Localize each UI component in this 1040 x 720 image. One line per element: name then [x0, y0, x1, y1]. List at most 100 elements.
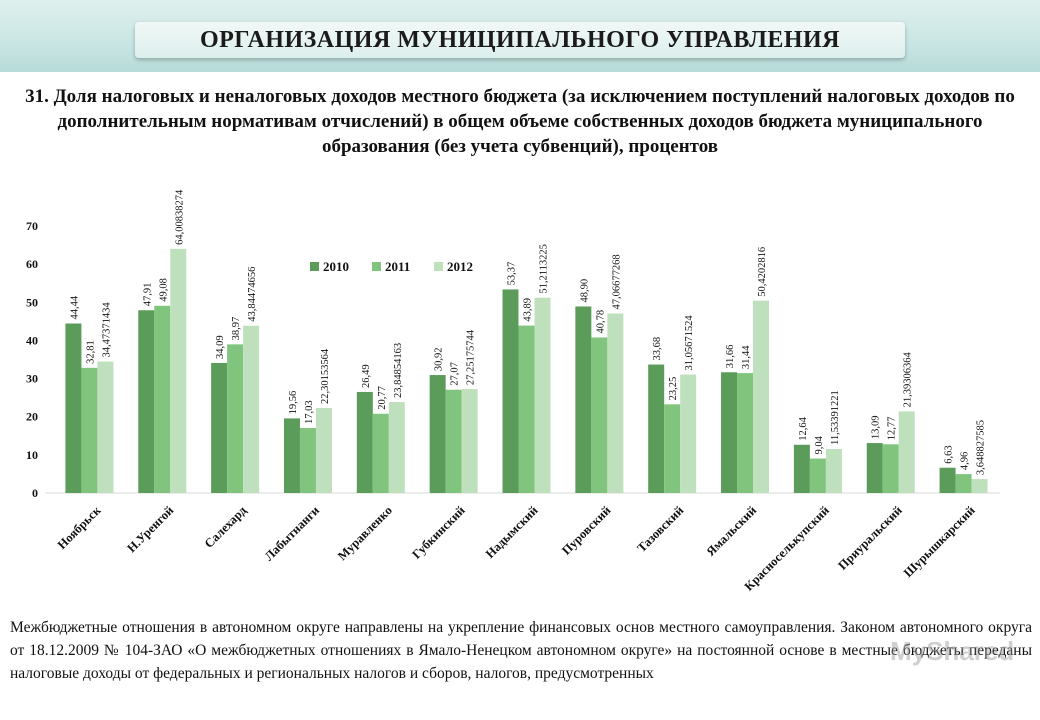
data-label: 12,64 [798, 416, 809, 440]
data-label: 20,77 [377, 386, 388, 410]
y-tick-label: 60 [26, 257, 38, 271]
data-label: 48,90 [579, 279, 590, 303]
bar-2011 [299, 428, 316, 493]
bar-2010 [939, 467, 956, 493]
category-label: Лабытнанги [262, 503, 322, 563]
legend-swatch-2011 [372, 262, 381, 271]
data-label: 44,44 [69, 295, 80, 319]
data-label: 43,84474656 [247, 267, 258, 322]
legend-label: 2011 [385, 259, 410, 274]
data-label: 17,03 [304, 400, 315, 424]
bar-2010 [575, 306, 592, 493]
category-label: Тазовский [635, 503, 687, 555]
data-label: 32,81 [85, 340, 96, 364]
bar-2011 [737, 373, 754, 493]
bar-2010 [356, 391, 373, 493]
bar-2010 [211, 362, 228, 493]
bar-2010 [283, 418, 300, 493]
data-label: 23,84854163 [393, 343, 404, 398]
bar-2011 [227, 344, 244, 493]
bar-2011 [882, 444, 899, 493]
bar-2010 [429, 375, 446, 493]
legend-label: 2010 [323, 259, 349, 274]
bar-2011 [445, 389, 462, 493]
data-label: 51,2113225 [539, 244, 550, 294]
data-label: 50,4202816 [757, 247, 768, 297]
category-label: Шурышкарский [901, 503, 978, 580]
y-tick-label: 20 [26, 410, 38, 424]
category-label: Приуральский [835, 503, 904, 572]
data-label: 38,97 [231, 317, 242, 341]
bar-2012 [825, 449, 842, 493]
data-label: 43,89 [523, 298, 534, 322]
category-label: Пуровский [559, 503, 613, 557]
data-label: 31,66 [725, 345, 736, 369]
y-tick-label: 40 [26, 333, 38, 347]
header-banner: ОРГАНИЗАЦИЯ МУНИЦИПАЛЬНОГО УПРАВЛЕНИЯ [0, 0, 1040, 72]
bar-2010 [648, 364, 665, 493]
data-label: 3,648827585 [976, 420, 987, 475]
data-label: 31,05671524 [684, 315, 695, 371]
bar-chart: 0 10 20 30 40 50 60 70 44,44 32,81 34,47371434 Нояб… [26, 189, 1000, 594]
legend-swatch-2012 [434, 262, 443, 271]
data-label: 22,30153564 [320, 348, 331, 404]
data-label: 31,44 [741, 345, 752, 369]
y-tick-label: 10 [26, 448, 38, 462]
category-label: Н.Уренгой [124, 503, 176, 555]
bar-2011 [518, 325, 535, 493]
y-tick-label: 30 [26, 372, 38, 386]
data-label: 6,63 [944, 445, 955, 463]
data-label: 47,06677268 [611, 254, 622, 309]
bar-2010 [65, 323, 82, 493]
bar-2012 [971, 479, 988, 493]
data-label: 30,92 [434, 347, 445, 371]
bar-2012 [388, 402, 405, 493]
bar-2011 [955, 474, 972, 493]
bar-2011 [664, 404, 681, 493]
data-label: 34,47371434 [101, 302, 112, 358]
data-label: 11,53391221 [830, 390, 841, 445]
bar-2010 [721, 372, 738, 493]
y-tick-label: 50 [26, 295, 38, 309]
bar-2012 [753, 300, 770, 493]
data-label: 27,25175744 [466, 329, 477, 385]
data-label: 33,68 [652, 337, 663, 361]
bar-2012 [243, 325, 260, 493]
category-label: Надымский [483, 503, 541, 561]
page-title: ОРГАНИЗАЦИЯ МУНИЦИПАЛЬНОГО УПРАВЛЕНИЯ [135, 22, 905, 58]
bar-2010 [866, 443, 883, 493]
watermark: MyShared [890, 636, 1015, 666]
legend-swatch-2010 [310, 262, 319, 271]
legend-label: 2012 [447, 259, 473, 274]
footer-text: Межбюджетные отношения в автономном окру… [10, 619, 1032, 682]
bar-2011 [809, 458, 826, 493]
data-label: 49,08 [158, 278, 169, 302]
bar-2012 [170, 248, 187, 493]
bar-2010 [793, 444, 810, 493]
y-tick-label: 0 [32, 486, 38, 500]
bar-2011 [81, 367, 98, 493]
data-label: 40,78 [595, 310, 606, 334]
bar-2012 [97, 361, 114, 493]
bar-2012 [315, 407, 332, 493]
bar-2011 [154, 305, 171, 493]
bar-2012 [534, 297, 551, 493]
data-label: 13,09 [871, 415, 882, 439]
data-label: 64,00838274 [174, 189, 185, 245]
data-label: 12,77 [887, 417, 898, 441]
category-label: Муравленко [335, 503, 395, 563]
category-label: Губкинский [409, 503, 467, 561]
data-label: 47,91 [142, 283, 153, 307]
bar-2012 [680, 374, 697, 493]
category-label: Ноябрьск [55, 503, 104, 552]
chart-subtitle: 31. Доля налоговых и неналоговых доходов… [25, 86, 1015, 157]
data-label: 19,56 [288, 391, 299, 415]
data-label: 9,04 [814, 435, 825, 454]
bar-2010 [502, 289, 519, 493]
data-label: 23,25 [668, 377, 679, 401]
bar-2012 [898, 411, 915, 493]
category-label: Салехард [202, 503, 250, 551]
bar-2012 [461, 389, 478, 493]
category-label: Ямальский [704, 503, 760, 559]
y-tick-label: 70 [26, 219, 38, 233]
